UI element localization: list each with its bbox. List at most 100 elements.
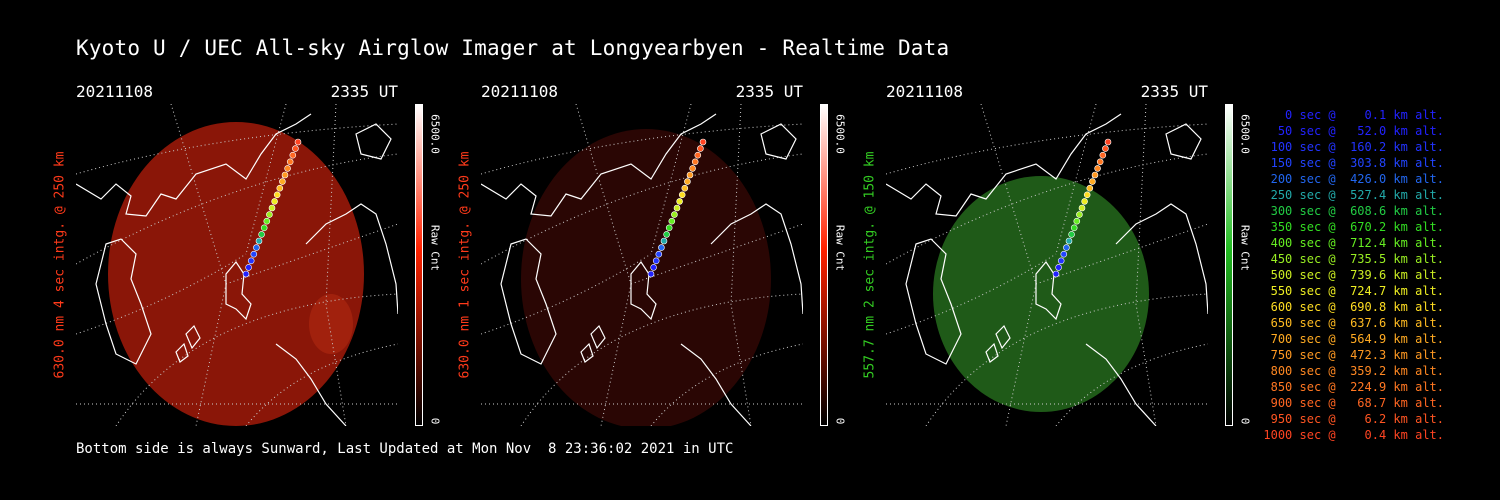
trajectory-dot: [660, 237, 668, 245]
trajectory-dot: [1081, 198, 1088, 205]
satellite-trajectory: [1052, 138, 1112, 278]
trajectory-dot: [271, 198, 278, 205]
airglow-emission: [521, 129, 771, 426]
trajectory-dot: [273, 191, 281, 199]
trajectory-dot: [286, 158, 294, 166]
trajectory-dot: [281, 171, 289, 179]
trajectory-dot: [250, 250, 258, 258]
trajectory-dot: [694, 151, 702, 159]
allsky-map-svg: [886, 104, 1208, 426]
colorbar: [415, 104, 423, 426]
legend-entry: 450 sec @ 735.5 km alt.: [1263, 252, 1444, 266]
panel-wavelength-text: 630.0 nm 4 sec intg. @ 250 km: [52, 151, 68, 379]
trajectory-dot: [668, 217, 676, 225]
trajectory-dot: [263, 217, 271, 225]
panel-wavelength-label: 557.7 nm 2 sec intg. @ 150 km: [860, 104, 880, 426]
legend-entry: 700 sec @ 564.9 km alt.: [1263, 332, 1444, 346]
legend-entry: 150 sec @ 303.8 km alt.: [1263, 156, 1444, 170]
footer-note: Bottom side is always Sunward, Last Upda…: [76, 441, 734, 457]
allsky-image: [886, 104, 1208, 426]
colorbar-max-label: 6500.0: [1238, 104, 1252, 164]
legend-entry: 600 sec @ 690.8 km alt.: [1263, 300, 1444, 314]
legend-entry: 400 sec @ 712.4 km alt.: [1263, 236, 1444, 250]
colorbar: [820, 104, 828, 426]
colorbar-unit-label-text: Raw Cnt: [428, 224, 442, 272]
trajectory-dot: [684, 178, 691, 185]
colorbar-min-label-text: 0: [428, 417, 442, 425]
trajectory-dot: [284, 165, 291, 172]
airglow-emission: [108, 122, 364, 426]
allsky-image: [481, 104, 803, 426]
legend-entry: 900 sec @ 68.7 km alt.: [1263, 396, 1444, 410]
colorbar: [1225, 104, 1233, 426]
trajectory-dot: [1091, 171, 1099, 179]
trajectory-dot: [1094, 165, 1101, 172]
trajectory-dot: [1083, 191, 1091, 199]
trajectory-dot: [697, 145, 704, 152]
trajectory-dot: [1086, 184, 1094, 192]
trajectory-dot: [266, 211, 273, 218]
trajectory-dot: [658, 244, 665, 251]
legend-entry: 750 sec @ 472.3 km alt.: [1263, 348, 1444, 362]
trajectory-dot: [691, 158, 699, 166]
trajectory-dot: [255, 237, 263, 245]
trajectory-dot: [676, 198, 683, 205]
trajectory-dot: [245, 264, 252, 271]
trajectory-dot: [1096, 158, 1104, 166]
panel-time: 2335 UT: [735, 82, 803, 101]
image-panel-3: 20211108 2335 UT 557.7 nm 2 sec intg. @ 15…: [863, 78, 1266, 430]
colorbar-min-label-text: 0: [833, 417, 847, 425]
panel-wavelength-label: 630.0 nm 4 sec intg. @ 250 km: [50, 104, 70, 426]
image-panel-2: 20211108 2335 UT 630.0 nm 1 sec intg. @ 25…: [458, 78, 861, 430]
trajectory-dot: [253, 244, 260, 251]
colorbar-max-label: 6500.0: [833, 104, 847, 164]
trajectory-dot: [650, 264, 657, 271]
trajectory-dot: [247, 257, 255, 265]
trajectory-dot: [294, 138, 302, 146]
trajectory-dot: [665, 224, 673, 232]
allsky-image: [76, 104, 398, 426]
trajectory-dot: [1063, 244, 1070, 251]
trajectory-dot: [1070, 224, 1078, 232]
colorbar-unit-label: Raw Cnt: [833, 218, 847, 278]
aurora-bright-spot: [309, 294, 353, 354]
legend-entry: 650 sec @ 637.6 km alt.: [1263, 316, 1444, 330]
allsky-map-svg: [76, 104, 398, 426]
page-title: Kyoto U / UEC All-sky Airglow Imager at …: [76, 36, 950, 60]
trajectory-dot: [1068, 231, 1075, 238]
panel-wavelength-label: 630.0 nm 1 sec intg. @ 250 km: [455, 104, 475, 426]
trajectory-dot: [655, 250, 663, 258]
coastlines: [76, 113, 398, 426]
legend-entry: 350 sec @ 670.2 km alt.: [1263, 220, 1444, 234]
trajectory-dot: [1055, 264, 1062, 271]
legend-entry: 1000 sec @ 0.4 km alt.: [1263, 428, 1444, 442]
trajectory-dot: [276, 184, 284, 192]
trajectory-dot: [1060, 250, 1068, 258]
trajectory-dot: [1073, 217, 1081, 225]
legend-entry: 0 sec @ 0.1 km alt.: [1263, 108, 1444, 122]
colorbar-max-label-text: 6500.0: [833, 114, 847, 154]
legend-entry: 100 sec @ 160.2 km alt.: [1263, 140, 1444, 154]
trajectory-dot: [681, 184, 689, 192]
trajectory-dot: [673, 204, 681, 212]
colorbar-unit-label-text: Raw Cnt: [1238, 224, 1252, 272]
panel-time: 2335 UT: [330, 82, 398, 101]
trajectory-dot: [647, 270, 655, 278]
trajectory-dot: [1102, 145, 1109, 152]
trajectory-dot: [279, 178, 286, 185]
trajectory-dot: [1065, 237, 1073, 245]
colorbar-min-label-text: 0: [1238, 417, 1252, 425]
panel-time: 2335 UT: [1140, 82, 1208, 101]
trajectory-dot: [268, 204, 276, 212]
trajectory-dot: [699, 138, 707, 146]
satellite-trajectory: [647, 138, 707, 278]
trajectory-dot: [689, 165, 696, 172]
airglow-emission: [933, 176, 1149, 412]
legend-entry: 250 sec @ 527.4 km alt.: [1263, 188, 1444, 202]
colorbar-unit-label: Raw Cnt: [1238, 218, 1252, 278]
panel-date: 20211108: [886, 82, 964, 101]
trajectory-dot: [1052, 270, 1060, 278]
legend-entry: 850 sec @ 224.9 km alt.: [1263, 380, 1444, 394]
legend-entry: 200 sec @ 426.0 km alt.: [1263, 172, 1444, 186]
colorbar-unit-label: Raw Cnt: [428, 218, 442, 278]
